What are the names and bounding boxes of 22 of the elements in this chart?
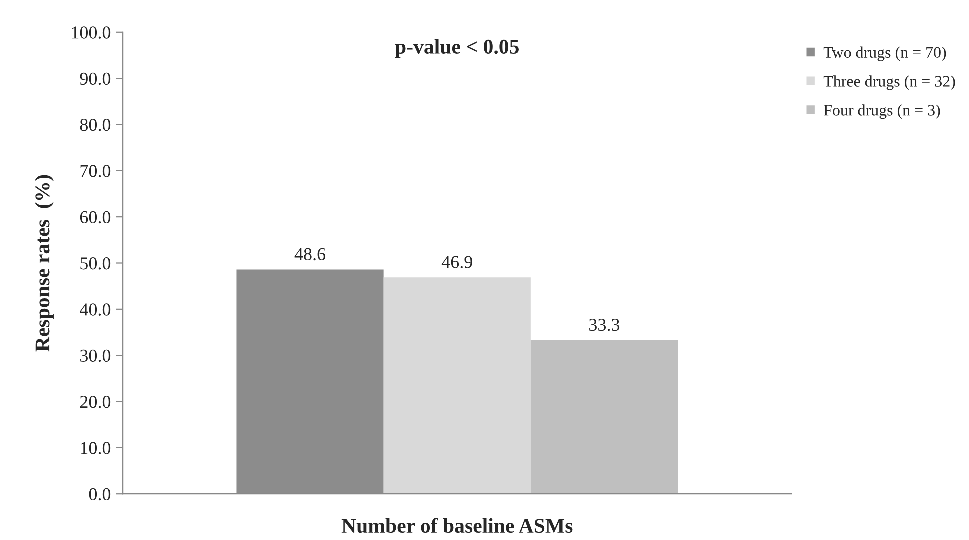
- y-tick-label: 0.0: [89, 488, 111, 501]
- y-tick-label: 20.0: [80, 396, 111, 408]
- y-tick-label: 30.0: [80, 350, 111, 362]
- data-label: 48.6: [294, 248, 326, 261]
- y-tick-label: 100.0: [72, 26, 111, 39]
- y-tick-label: 60.0: [80, 211, 111, 224]
- y-tick-label: 90.0: [80, 72, 111, 86]
- y-tick-label: 50.0: [80, 258, 111, 270]
- legend-label: Three drugs (n = 32): [824, 76, 956, 90]
- y-axis-title: Response rates (%): [35, 175, 54, 352]
- annotation: p-value < 0.05: [395, 39, 519, 58]
- bar: [384, 278, 531, 494]
- y-tick-label: 40.0: [80, 304, 111, 316]
- legend-label: Four drugs (n = 3): [824, 104, 940, 120]
- y-tick-label: 80.0: [80, 118, 111, 132]
- y-tick-label: 10.0: [81, 442, 111, 454]
- bar: [530, 340, 678, 494]
- data-label: 33.3: [590, 318, 620, 332]
- y-tick-label: 70.0: [80, 165, 111, 178]
- legend-label: Two drugs (n = 70): [824, 46, 946, 62]
- x-axis-title: Number of baseline ASMs: [342, 518, 573, 534]
- data-label: 46.9: [442, 256, 472, 268]
